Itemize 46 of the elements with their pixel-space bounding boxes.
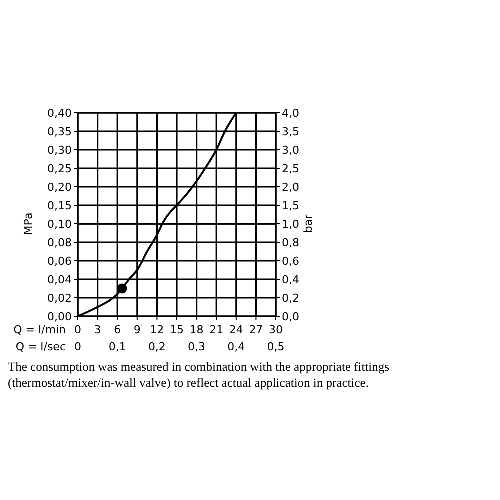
y2-tick-label: 2,5 xyxy=(282,162,300,176)
x2-axis-title: Q = l/sec xyxy=(16,340,66,354)
y2-tick-label: 2,0 xyxy=(282,180,300,194)
y-tick-label: 0,15 xyxy=(48,199,72,212)
y2-tick-label: 0,0 xyxy=(282,310,300,324)
y2-tick-label: 4,0 xyxy=(282,106,300,120)
y-tick-label: 0,06 xyxy=(48,254,72,268)
y2-tick-label: 3,0 xyxy=(282,144,300,157)
x2-tick-label: 0,4 xyxy=(228,340,246,354)
x-axis-title: Q = l/min xyxy=(14,324,66,336)
x2-tick-label: 0,5 xyxy=(267,340,285,354)
y-tick-label: 0,30 xyxy=(48,144,72,157)
y-tick-label: 0,40 xyxy=(48,106,72,120)
x-tick-label: 21 xyxy=(210,324,224,336)
x2-tick-label: 0,2 xyxy=(148,340,166,354)
y2-tick-label: 0,2 xyxy=(282,292,300,305)
x-tick-label: 18 xyxy=(190,324,204,336)
x-tick-label: 27 xyxy=(249,324,264,336)
x2-tick-label: 0 xyxy=(74,340,82,354)
x-tick-label: 24 xyxy=(229,324,244,336)
y2-tick-label: 0,6 xyxy=(282,254,300,268)
y-tick-label: 0,08 xyxy=(48,236,72,250)
y-tick-label: 0,25 xyxy=(48,162,72,176)
y-tick-label: 0,00 xyxy=(48,310,72,324)
y2-tick-label: 3,5 xyxy=(282,125,300,138)
x-tick-label: 0 xyxy=(74,324,82,336)
y-tick-label: 0,35 xyxy=(48,125,72,138)
y-tick-label: 0,20 xyxy=(48,180,72,194)
x-tick-label: 9 xyxy=(134,324,141,336)
y2-tick-label: 1,0 xyxy=(282,218,300,231)
y2-tick-label: 0,4 xyxy=(282,273,300,286)
x-tick-label: 15 xyxy=(170,324,184,336)
x-tick-label: 12 xyxy=(150,324,164,336)
y-tick-label: 0,04 xyxy=(48,273,72,286)
y-tick-label: 0,02 xyxy=(48,292,72,305)
x-tick-label: 30 xyxy=(269,324,283,336)
y-tick-label: 0,10 xyxy=(48,218,72,231)
x2-tick-label: 0,3 xyxy=(188,340,206,354)
x2-tick-label: 0,1 xyxy=(108,340,126,354)
y2-tick-label: 0,8 xyxy=(282,236,300,250)
x-tick-label: 3 xyxy=(94,324,102,336)
text: The consumption was measured in combination with the appropriate fittings (thermostat/mixer/in-wall valve) to reflect actual application in practice. xyxy=(8,358,391,390)
y2-axis-title: bar xyxy=(302,214,315,234)
y-axis-title: MPa xyxy=(22,212,35,236)
x-tick-label: 6 xyxy=(114,324,122,336)
y2-tick-label: 1,5 xyxy=(282,199,300,212)
